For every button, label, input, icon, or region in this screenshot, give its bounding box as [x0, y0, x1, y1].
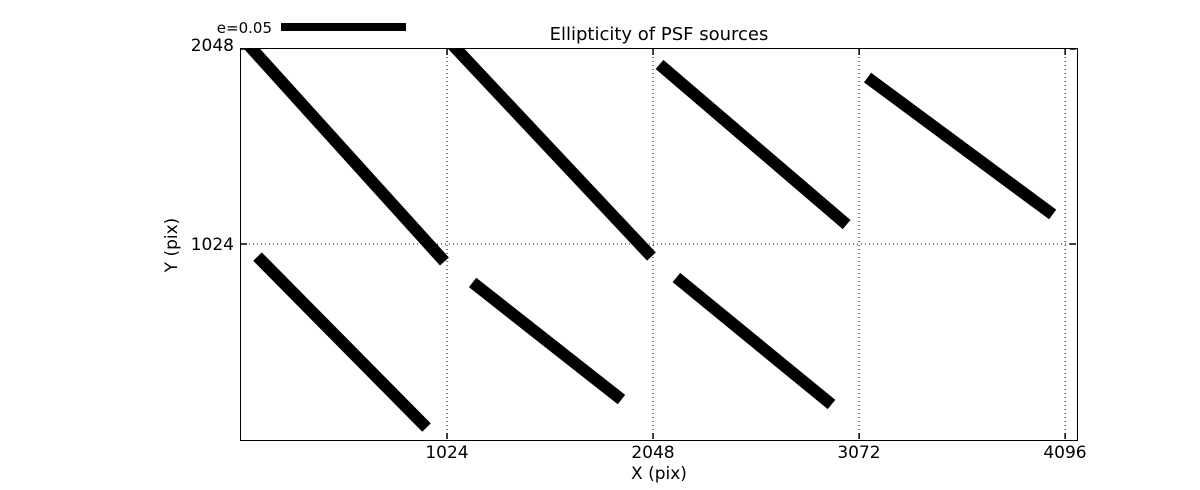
- ellipticity-whisker: [863, 72, 1057, 220]
- ellipticity-whisker: [672, 272, 836, 410]
- y-tick-label-2048: 2048: [190, 36, 234, 56]
- x-tick-label-2048: 2048: [631, 443, 675, 463]
- legend-key-bar: [281, 23, 406, 31]
- legend-key-label: e=0.05: [216, 19, 272, 37]
- ellipticity-whisker: [244, 49, 449, 266]
- x-tick-label-4096: 4096: [1043, 443, 1087, 463]
- y-axis-label: Y (pix): [162, 217, 182, 273]
- x-tick-label-3072: 3072: [837, 443, 881, 463]
- ellipticity-whisker: [253, 252, 431, 432]
- x-tick-label-1024: 1024: [425, 443, 469, 463]
- ellipticity-whisker: [468, 277, 626, 405]
- ellipticity-whisker: [448, 49, 656, 261]
- chart-title: Ellipticity of PSF sources: [549, 24, 769, 45]
- plot-area: [240, 48, 1078, 441]
- whisker-plot-svg: [241, 49, 1076, 439]
- y-tick-label-1024: 1024: [190, 235, 234, 255]
- ellipticity-whisker: [655, 59, 851, 230]
- x-axis-label: X (pix): [631, 464, 687, 484]
